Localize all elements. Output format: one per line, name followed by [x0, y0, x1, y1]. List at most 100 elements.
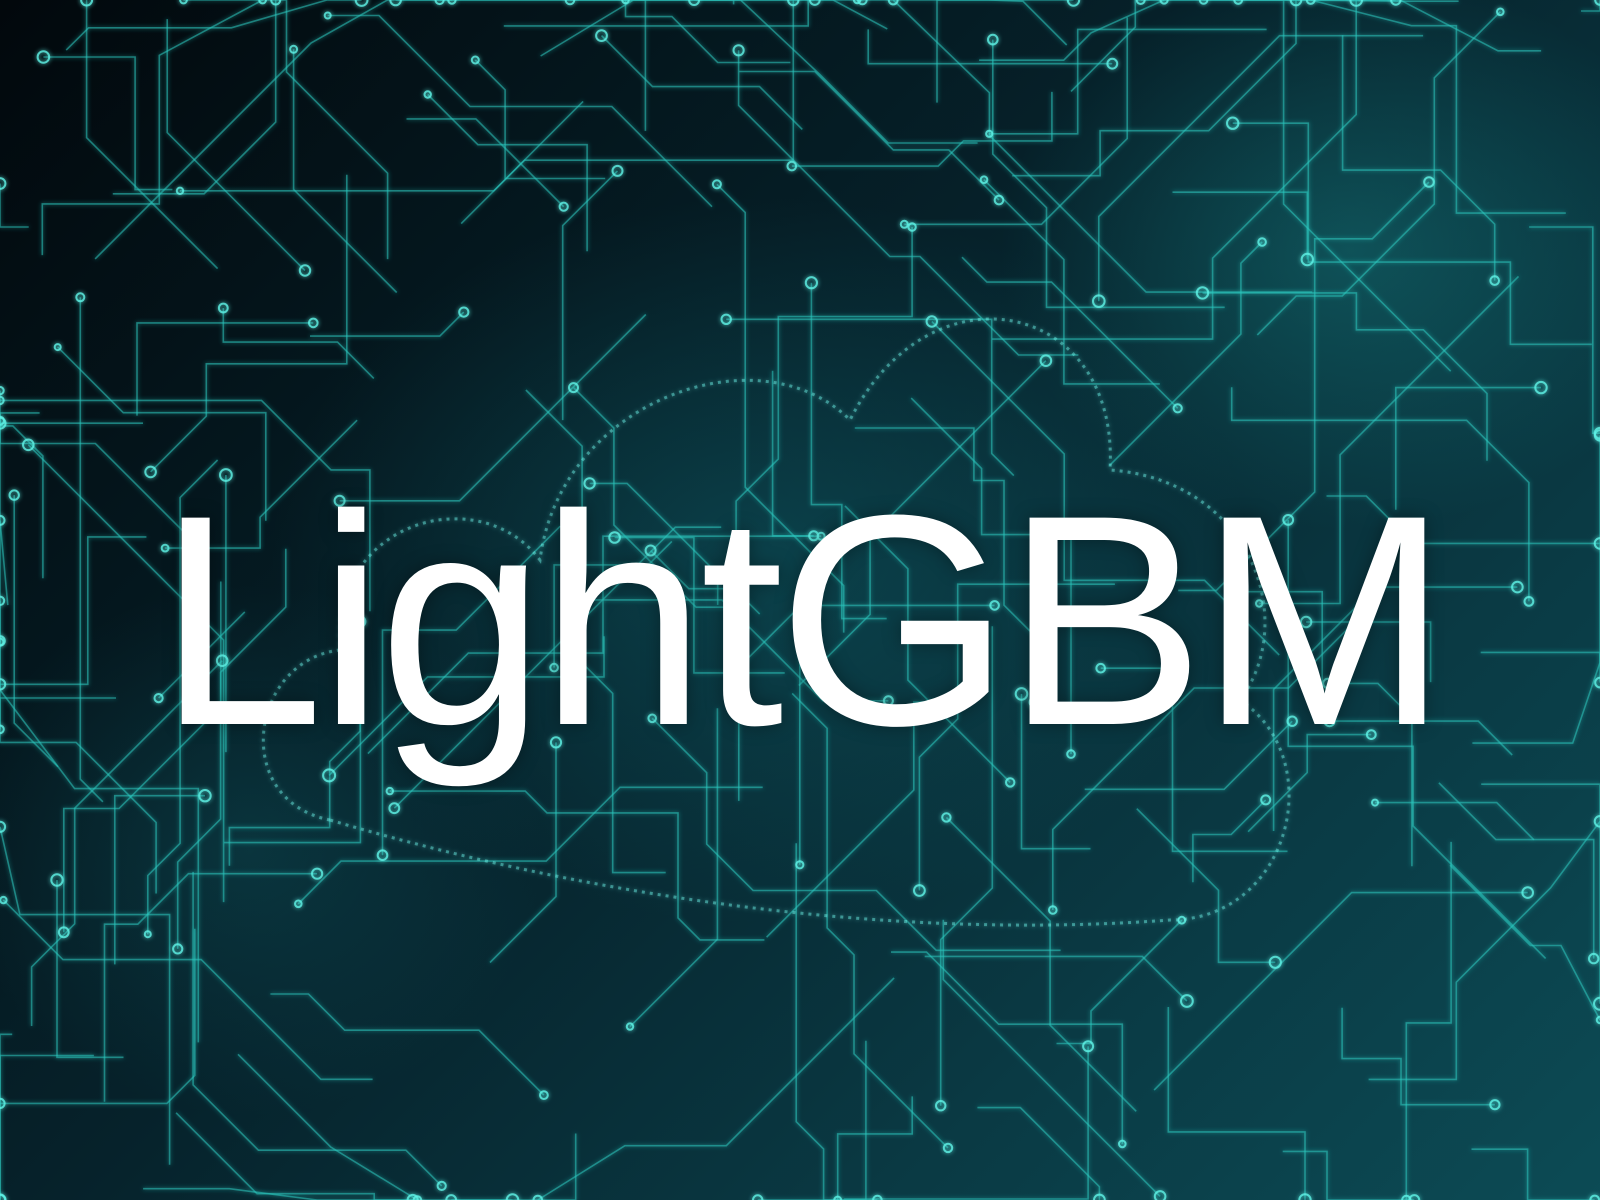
circuit-trace — [757, 1040, 867, 1200]
circuit-trace — [183, 0, 389, 260]
circuit-pad — [899, 219, 909, 229]
circuit-trace — [489, 742, 557, 964]
circuit-pad — [436, 1180, 447, 1192]
circuit-pad — [0, 1097, 6, 1109]
circuit-pad — [356, 616, 365, 626]
circuit-pad — [1365, 729, 1377, 740]
circuit-trace — [166, 19, 306, 272]
circuit-trace — [1471, 1148, 1595, 1200]
circuit-trace — [136, 322, 314, 416]
circuit-trace — [1098, 34, 1424, 302]
circuit-trace — [942, 919, 1161, 1197]
circuit-trace — [561, 170, 619, 421]
circuit-pad — [0, 595, 6, 606]
circuit-trace — [589, 482, 719, 605]
circuit-trace — [918, 583, 1115, 891]
circuit-trace — [0, 826, 171, 1165]
circuit-pad — [36, 50, 51, 64]
circuit-pad — [1371, 798, 1379, 807]
circuit-pad — [406, 1193, 419, 1200]
circuit-pad — [1299, 615, 1313, 629]
circuit-trace — [165, 419, 358, 549]
circuit-trace — [1109, 241, 1263, 466]
circuit-pad — [887, 0, 899, 6]
circuit-trace — [41, 0, 263, 256]
circuit-pad — [950, 697, 960, 707]
circuit-trace — [791, 692, 949, 1149]
circuit-pad — [608, 531, 621, 544]
circuit-trace — [1341, 1007, 1495, 1106]
circuit-trace — [992, 0, 1357, 340]
circuit-pad — [882, 695, 894, 707]
circuit-pad — [1322, 677, 1334, 690]
circuit-trace — [798, 360, 1047, 687]
circuit-trace — [103, 872, 318, 1102]
circuit-pad — [1014, 687, 1029, 701]
circuit-pad — [376, 849, 389, 862]
circuit-pad — [160, 543, 170, 553]
circuit-trace — [1226, 590, 1323, 712]
circuit-trace — [270, 993, 545, 1096]
circuit-trace — [1341, 35, 1496, 281]
circuit-trace — [2, 899, 373, 1081]
circuit-pad — [1323, 715, 1336, 728]
circuit-trace — [460, 0, 795, 225]
circuit-pad — [447, 0, 457, 5]
circuit-trace — [540, 0, 815, 57]
circuit-trace — [716, 183, 845, 633]
circuit-trace — [553, 540, 673, 668]
circuit-pad — [0, 895, 8, 905]
circuit-pad — [1257, 237, 1267, 247]
circuit-trace — [1020, 693, 1091, 850]
circuit-pad — [1349, 0, 1363, 7]
circuit-trace — [0, 1054, 94, 1200]
circuit-trace — [0, 420, 184, 532]
circuit-pad — [1521, 886, 1534, 899]
circuit-trace — [931, 320, 1280, 656]
circuit-trace — [1172, 191, 1309, 260]
circuit-trace — [406, 118, 565, 208]
circuit-pad — [993, 194, 1005, 206]
circuit-pad — [333, 494, 346, 507]
circuit-pad — [258, 0, 267, 5]
circuit-trace — [624, 0, 791, 64]
circuit-trace — [1449, 864, 1600, 1021]
circuit-trace — [1529, 226, 1600, 434]
circuit-pad — [1282, 514, 1295, 526]
circuit-trace — [1012, 0, 1297, 177]
circuit-pad — [549, 736, 563, 749]
circuit-pad — [913, 884, 926, 897]
circuit-trace — [1329, 720, 1513, 756]
circuit-trace — [192, 871, 443, 1187]
circuit-trace — [961, 256, 1179, 409]
circuit-pad — [558, 201, 569, 212]
circuit-pad — [0, 1193, 7, 1200]
circuit-pad — [322, 768, 337, 783]
circuit-pad — [1039, 354, 1053, 368]
circuit-pad — [153, 693, 164, 704]
circuit-trace — [694, 0, 978, 144]
circuit-pad — [595, 29, 608, 42]
circuit-pad — [1534, 380, 1548, 395]
circuit-pad — [1066, 749, 1076, 759]
circuit-trace — [0, 640, 157, 894]
circuit-pad — [1268, 955, 1282, 969]
circuit-pad — [289, 44, 299, 54]
circuit-pad — [0, 678, 7, 691]
circuit-trace — [1327, 682, 1413, 867]
circuit-pad — [1489, 275, 1500, 286]
circuit-trace — [143, 1187, 413, 1200]
circuit-pad — [1260, 794, 1272, 806]
circuit-trace — [94, 0, 452, 260]
circuit-pad — [1095, 662, 1106, 674]
circuit-trace — [1256, 11, 1501, 336]
circuit-trace — [150, 174, 348, 473]
circuit-pad — [0, 385, 5, 396]
circuit-trace — [85, 0, 219, 270]
circuit-trace — [0, 697, 116, 730]
circuit-pad — [1496, 7, 1505, 17]
circuit-pad — [688, 0, 701, 6]
circuit-pad — [323, 11, 332, 20]
circuit-pad — [941, 812, 952, 823]
circuit-pad — [732, 44, 745, 57]
